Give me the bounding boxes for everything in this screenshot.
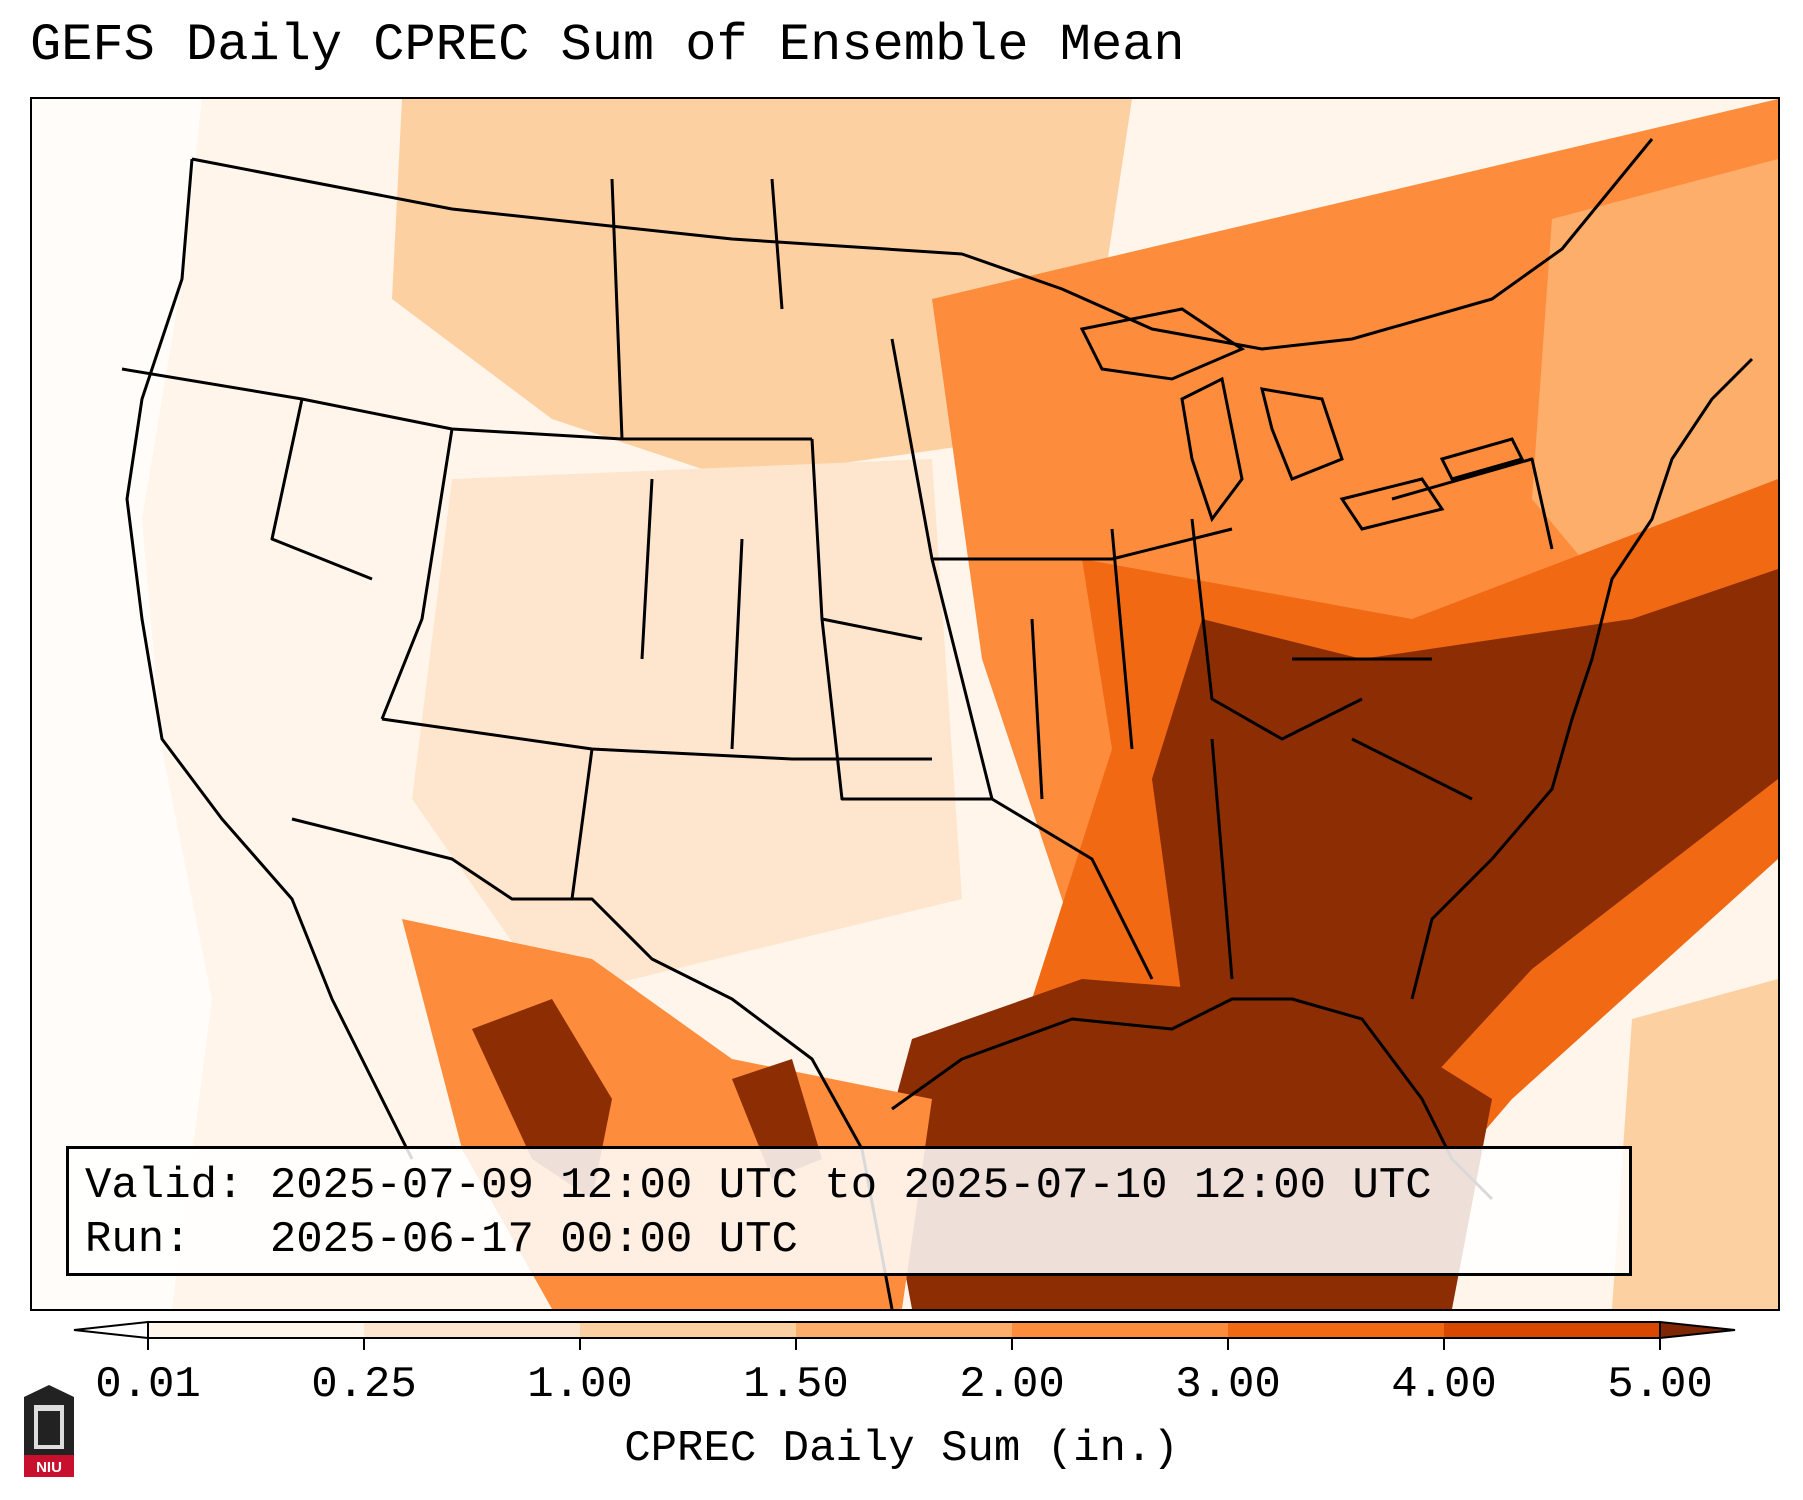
- colorbar-segment: [1012, 1322, 1229, 1338]
- colorbar-tick-label: 5.00: [1607, 1360, 1713, 1410]
- precipitation-map: [30, 97, 1780, 1311]
- pacific-low-zone: [32, 99, 212, 1309]
- colorbar-tick-label: 1.50: [743, 1360, 849, 1410]
- map-canvas: [32, 99, 1778, 1309]
- colorbar-tick-label: 4.00: [1391, 1360, 1497, 1410]
- svg-text:NIU: NIU: [36, 1459, 62, 1476]
- colorbar-segment: [1228, 1322, 1445, 1338]
- colorbar-segment: [1444, 1322, 1661, 1338]
- great-lakes: [1079, 307, 1525, 531]
- colorbar-label: CPREC Daily Sum (in.): [624, 1424, 1179, 1474]
- colorbar-segment: [580, 1322, 797, 1338]
- run-label: Run:: [85, 1215, 191, 1265]
- atlantic-zone: [1612, 979, 1778, 1309]
- colorbar-segment: [796, 1322, 1013, 1338]
- colorbar-segment: [148, 1322, 365, 1338]
- run-value: 2025-06-17 00:00 UTC: [269, 1215, 798, 1265]
- colorbar-outline: [147, 1321, 1661, 1339]
- valid-row: Valid: 2025-07-09 12:00 UTC to 2025-07-1…: [85, 1159, 1613, 1213]
- niu-logo: NIU: [24, 1385, 74, 1477]
- valid-label: Valid:: [85, 1161, 244, 1211]
- central-plains-zone: [412, 459, 962, 999]
- colorbar-tick-label: 2.00: [959, 1360, 1065, 1410]
- colorbar-tick-label: 1.00: [527, 1360, 633, 1410]
- boundaries: [121, 138, 1754, 1309]
- colorbar-tick-label: 0.01: [95, 1360, 201, 1410]
- run-row: Run: 2025-06-17 00:00 UTC: [85, 1213, 1613, 1267]
- colorbar: [73, 1320, 1736, 1350]
- colorbar-under-arrow: [73, 1320, 149, 1340]
- colorbar-segment: [364, 1322, 581, 1338]
- map-title: GEFS Daily CPREC Sum of Ensemble Mean: [30, 16, 1185, 75]
- colorbar-tick-label: 0.25: [311, 1360, 417, 1410]
- colorbar-over-arrow: [1659, 1320, 1736, 1340]
- colorbar-tick-label: 3.00: [1175, 1360, 1281, 1410]
- run-info-box: Valid: 2025-07-09 12:00 UTC to 2025-07-1…: [66, 1146, 1632, 1276]
- valid-value: 2025-07-09 12:00 UTC to 2025-07-10 12:00…: [269, 1161, 1432, 1211]
